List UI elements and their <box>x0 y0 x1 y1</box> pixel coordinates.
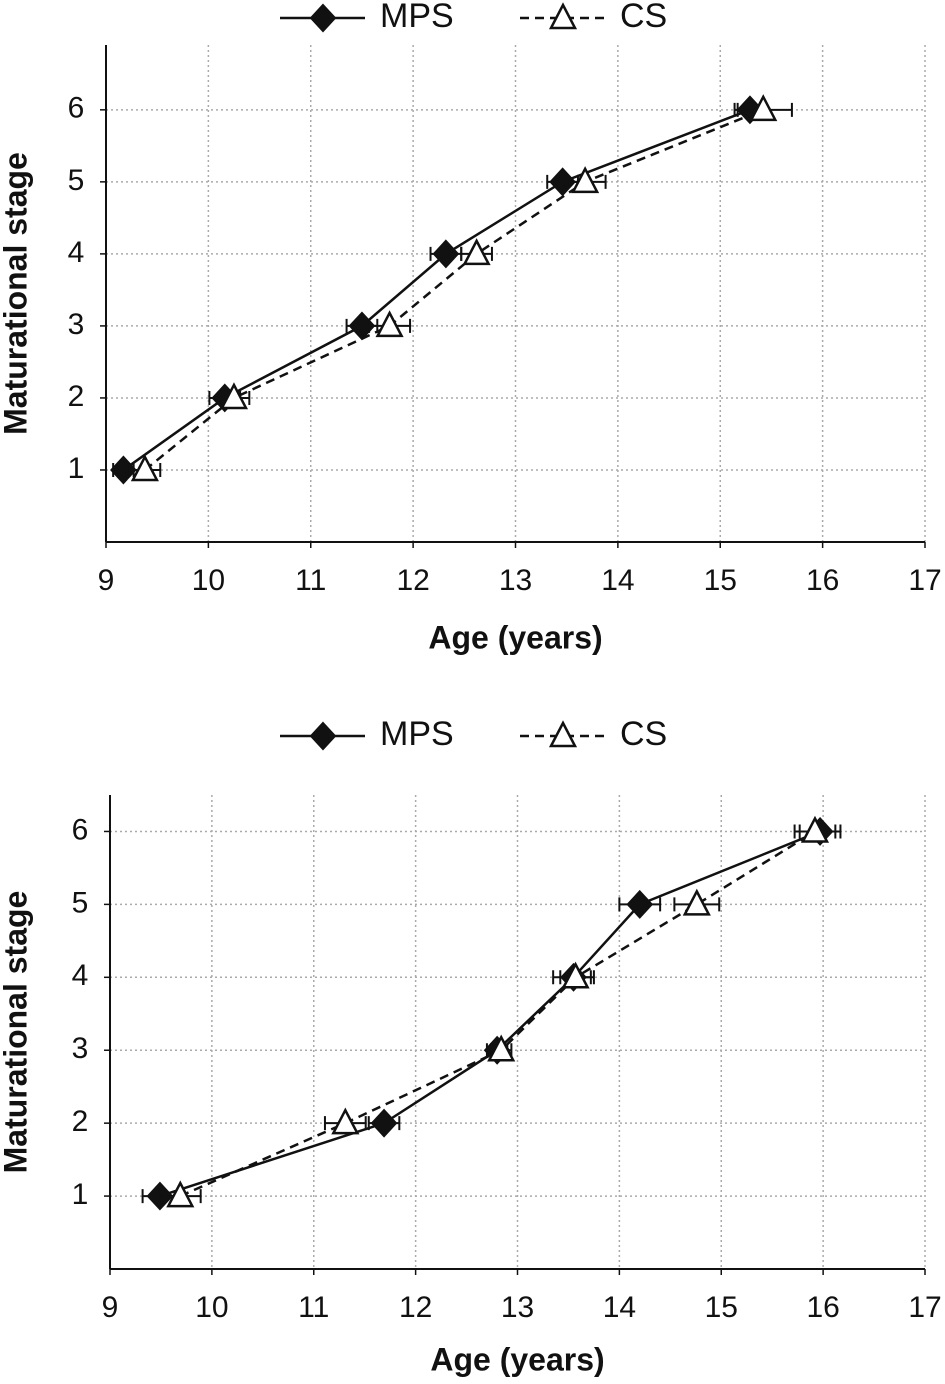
marker-diamond <box>370 1108 398 1138</box>
legend-label: MPS <box>380 0 454 35</box>
marker-diamond <box>549 167 576 197</box>
y-tick-label: 3 <box>72 1032 89 1065</box>
y-tick-label: 4 <box>72 959 89 992</box>
marker-diamond <box>626 889 654 919</box>
x-tick-label: 9 <box>102 1291 119 1324</box>
x-tick-label: 15 <box>705 1291 738 1324</box>
marker-diamond <box>432 239 460 269</box>
x-tick-label: 16 <box>806 564 839 597</box>
marker-triangle <box>487 1034 516 1062</box>
marker-triangle <box>561 961 590 989</box>
series-line <box>159 830 821 1198</box>
y-tick-label: 1 <box>72 1178 89 1211</box>
legend-label: MPS <box>380 715 454 753</box>
x-tick-label: 15 <box>704 564 737 597</box>
x-tick-label: 11 <box>298 1291 329 1324</box>
y-tick-label: 1 <box>68 452 85 485</box>
marker-triangle <box>749 94 778 122</box>
marker-diamond <box>110 455 137 485</box>
x-tick-label: 9 <box>98 564 115 597</box>
x-tick-label: 12 <box>396 564 429 597</box>
x-tick-label: 12 <box>399 1291 432 1324</box>
marker-triangle <box>331 1107 360 1135</box>
y-tick-label: 5 <box>68 164 85 197</box>
y-tick-label: 5 <box>72 886 89 919</box>
y-tick-label: 4 <box>68 236 85 269</box>
y-tick-label: 6 <box>72 813 89 846</box>
legend-label: CS <box>620 0 667 35</box>
marker-triangle <box>571 166 600 194</box>
x-tick-label: 17 <box>908 1291 941 1324</box>
x-tick-label: 13 <box>499 564 532 597</box>
series-line <box>122 108 751 471</box>
marker-triangle <box>166 1180 195 1208</box>
legend-label: CS <box>620 715 667 753</box>
marker-triangle <box>130 454 159 482</box>
x-tick-label: 14 <box>603 1291 636 1324</box>
marker-triangle <box>375 310 404 338</box>
x-tick-label: 16 <box>806 1291 839 1324</box>
x-axis-title: Age (years) <box>428 619 602 655</box>
marker-triangle <box>800 815 830 843</box>
legend-marker <box>309 721 337 751</box>
x-tick-label: 13 <box>501 1291 534 1324</box>
series-line <box>179 830 816 1198</box>
x-axis-title: Age (years) <box>430 1341 604 1377</box>
marker-triangle <box>219 382 249 410</box>
marker-triangle <box>462 238 491 266</box>
x-tick-label: 11 <box>295 564 326 597</box>
y-tick-label: 2 <box>68 380 85 413</box>
series-line <box>144 108 764 471</box>
legend-marker <box>309 3 337 33</box>
y-tick-label: 2 <box>72 1105 89 1138</box>
y-axis-title: Maturational stage <box>0 891 33 1174</box>
legend-marker <box>548 2 578 30</box>
x-tick-label: 17 <box>908 564 941 597</box>
x-tick-label: 14 <box>601 564 634 597</box>
y-axis-title: Maturational stage <box>0 152 33 435</box>
legend-marker <box>548 720 578 748</box>
marker-triangle <box>682 888 711 916</box>
y-tick-label: 3 <box>68 308 85 341</box>
x-tick-label: 10 <box>195 1291 228 1324</box>
x-tick-label: 10 <box>192 564 225 597</box>
y-tick-label: 6 <box>68 92 85 125</box>
